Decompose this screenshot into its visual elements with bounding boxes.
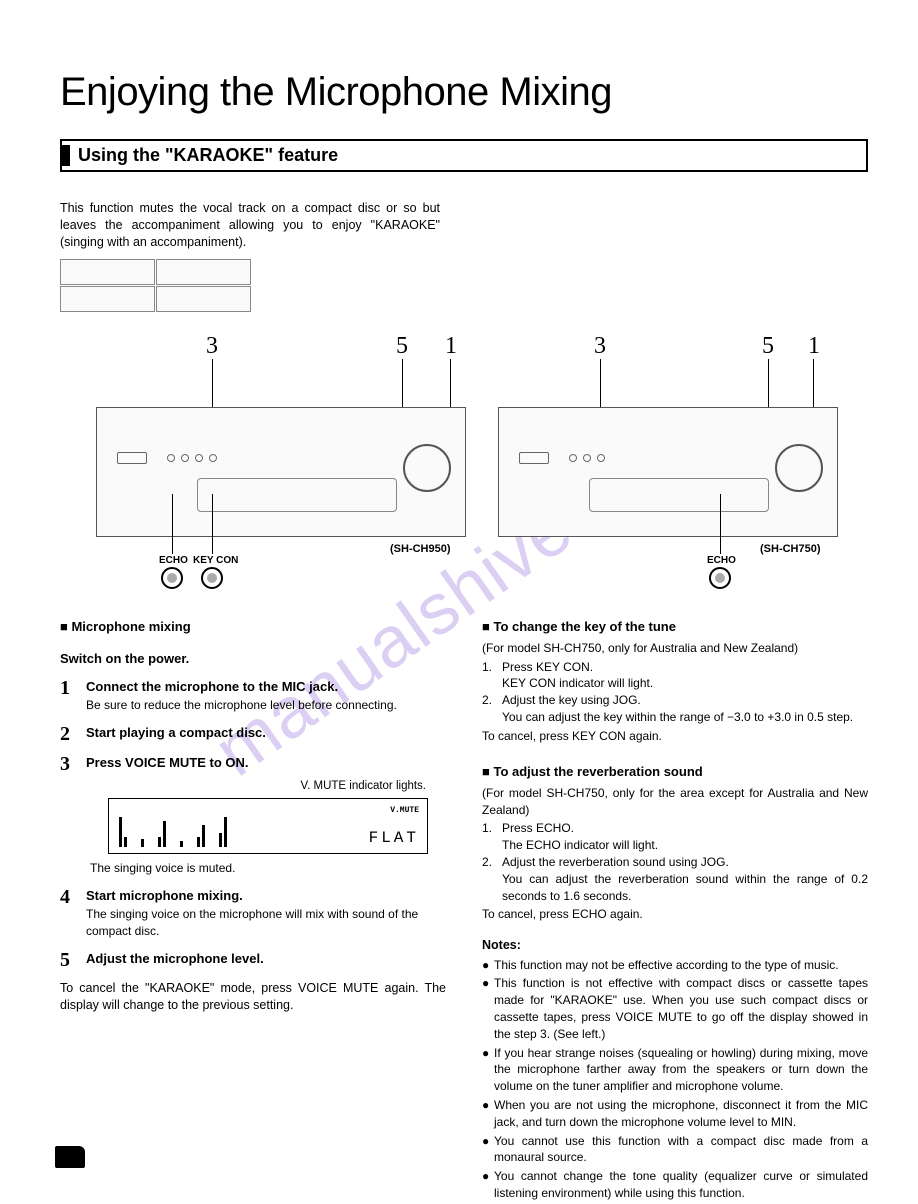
- step-number: 1: [60, 678, 76, 714]
- step-row: 2 Start playing a compact disc.: [60, 724, 446, 744]
- stereo-unit-thumbnail: [60, 259, 155, 285]
- callout-line: [172, 494, 173, 554]
- callout-number: 3: [594, 333, 606, 360]
- left-column: Microphone mixing Switch on the power. 1…: [60, 618, 446, 1204]
- keycon-knob-icon: [201, 567, 223, 589]
- note-bullet: ●This function is not effective with com…: [482, 975, 868, 1042]
- disc-tray: [589, 478, 769, 512]
- model-label-right: (SH-CH750): [760, 543, 821, 555]
- key-model-note: (For model SH-CH750, only for Australia …: [482, 640, 868, 657]
- key-cancel-note: To cancel, press KEY CON again.: [482, 728, 868, 745]
- list-subtext: You can adjust the key within the range …: [502, 709, 868, 726]
- section-header-box: Using the "KARAOKE" feature: [60, 139, 868, 172]
- intro-paragraph: This function mutes the vocal track on a…: [60, 200, 440, 251]
- list-number: 1.: [482, 659, 496, 676]
- reverb-steps-list: 1. Press ECHO. The ECHO indicator will li…: [482, 820, 868, 904]
- jog-dial-icon: [403, 444, 451, 492]
- step-number: 4: [60, 887, 76, 940]
- step-row: 5 Adjust the microphone level.: [60, 950, 446, 970]
- two-column-layout: Microphone mixing Switch on the power. 1…: [60, 618, 868, 1204]
- note-text: When you are not using the microphone, d…: [494, 1097, 868, 1131]
- callout-line: [450, 359, 451, 407]
- flat-display-text: FLAT: [369, 827, 419, 849]
- list-text: Adjust the reverberation sound using JOG…: [502, 854, 729, 871]
- reverb-cancel-note: To cancel, press ECHO again.: [482, 906, 868, 923]
- step-detail: The singing voice on the microphone will…: [86, 906, 446, 940]
- note-text: This function is not effective with comp…: [494, 975, 868, 1042]
- note-text: This function may not be effective accor…: [494, 957, 839, 974]
- callout-number: 5: [396, 333, 408, 360]
- stereo-unit-thumbnail: [60, 286, 155, 312]
- section-header-text: Using the "KARAOKE" feature: [62, 145, 866, 166]
- callout-line: [720, 494, 721, 554]
- stereo-unit-thumbnail: [156, 286, 251, 312]
- mic-mixing-heading: Microphone mixing: [60, 618, 446, 636]
- step-row: 3 Press VOICE MUTE to ON.: [60, 754, 446, 774]
- notes-heading: Notes:: [482, 937, 868, 955]
- callout-number: 5: [762, 333, 774, 360]
- note-bullet: ●If you hear strange noises (squealing o…: [482, 1045, 868, 1095]
- display-button: [519, 452, 549, 464]
- step-number: 2: [60, 724, 76, 744]
- echo-label: ECHO: [159, 555, 188, 566]
- reverb-model-note: (For model SH-CH750, only for the area e…: [482, 785, 868, 819]
- stereo-unit-thumbnail: [156, 259, 251, 285]
- model-label-left: (SH-CH950): [390, 543, 451, 555]
- echo-label: ECHO: [707, 555, 736, 566]
- step-number: 5: [60, 950, 76, 970]
- right-column: To change the key of the tune (For model…: [482, 618, 868, 1204]
- muted-caption: The singing voice is muted.: [90, 860, 446, 877]
- page-content: Enjoying the Microphone Mixing Using the…: [60, 70, 868, 1204]
- callout-line: [813, 359, 814, 407]
- equalizer-bars-icon: [119, 807, 227, 847]
- reverb-heading: To adjust the reverberation sound: [482, 763, 868, 781]
- note-text: You cannot change the tone quality (equa…: [494, 1168, 868, 1202]
- step-row: 1 Connect the microphone to the MIC jack…: [60, 678, 446, 714]
- key-steps-list: 1. Press KEY CON. KEY CON indicator will …: [482, 659, 868, 726]
- list-text: Press KEY CON.: [502, 659, 593, 676]
- power-subheading: Switch on the power.: [60, 650, 446, 668]
- step-title: Start playing a compact disc.: [86, 724, 446, 742]
- list-number: 2.: [482, 692, 496, 709]
- note-bullet: ●You cannot change the tone quality (equ…: [482, 1168, 868, 1202]
- callout-number: 1: [445, 333, 457, 360]
- step-title: Start microphone mixing.: [86, 887, 446, 905]
- callout-number: 1: [808, 333, 820, 360]
- disc-tray: [197, 478, 397, 512]
- note-bullet: ●This function may not be effective acco…: [482, 957, 868, 974]
- jog-dial-icon: [775, 444, 823, 492]
- callout-number: 3: [206, 333, 218, 360]
- echo-knob-icon: [709, 567, 731, 589]
- device-illustration-left: [96, 407, 466, 537]
- diagram-area: 3 5 1 (SH-CH950) ECHO KEY CON 3 5: [60, 259, 868, 594]
- step-title: Connect the microphone to the MIC jack.: [86, 678, 446, 696]
- keycon-label: KEY CON: [193, 555, 238, 566]
- note-text: You cannot use this function with a comp…: [494, 1133, 868, 1167]
- list-subtext: You can adjust the reverberation sound w…: [502, 871, 868, 905]
- note-bullet: ●You cannot use this function with a com…: [482, 1133, 868, 1167]
- list-text: Press ECHO.: [502, 820, 574, 837]
- vmute-indicator: V.MUTE: [390, 805, 419, 816]
- step-detail: Be sure to reduce the microphone level b…: [86, 697, 446, 714]
- note-text: If you hear strange noises (squealing or…: [494, 1045, 868, 1095]
- step-title: Press VOICE MUTE to ON.: [86, 754, 446, 772]
- list-number: 2.: [482, 854, 496, 871]
- cancel-instructions: To cancel the "KARAOKE" mode, press VOIC…: [60, 980, 446, 1015]
- list-subtext: The ECHO indicator will light.: [502, 837, 868, 854]
- callout-line: [212, 494, 213, 554]
- indicator-lights-note: V. MUTE indicator lights.: [60, 778, 426, 794]
- device-illustration-right: [498, 407, 838, 537]
- page-title: Enjoying the Microphone Mixing: [60, 70, 868, 115]
- list-text: Adjust the key using JOG.: [502, 692, 641, 709]
- list-number: 1.: [482, 820, 496, 837]
- display-button: [117, 452, 147, 464]
- step-number: 3: [60, 754, 76, 774]
- lcd-display-diagram: V.MUTE FLAT: [108, 798, 428, 854]
- list-subtext: KEY CON indicator will light.: [502, 675, 868, 692]
- step-title: Adjust the microphone level.: [86, 950, 446, 968]
- step-row: 4 Start microphone mixing. The singing v…: [60, 887, 446, 940]
- change-key-heading: To change the key of the tune: [482, 618, 868, 636]
- echo-knob-icon: [161, 567, 183, 589]
- note-bullet: ●When you are not using the microphone, …: [482, 1097, 868, 1131]
